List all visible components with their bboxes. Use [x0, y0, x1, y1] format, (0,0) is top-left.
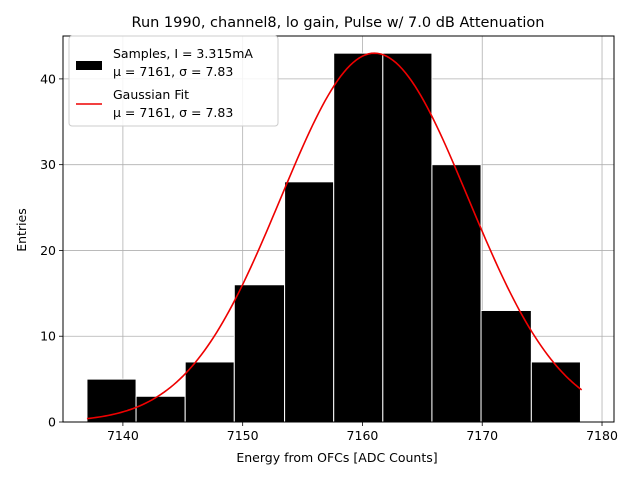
fit-curve-layer	[86, 52, 583, 420]
x-axis-ticks: 7140 7150 7160 7170 7180	[107, 422, 618, 443]
gaussian-fit-line	[86, 52, 583, 420]
histogram-bar	[184, 361, 235, 423]
histogram-bar	[382, 52, 433, 423]
histogram-bar	[431, 164, 482, 423]
y-tick-label: 10	[40, 329, 56, 344]
y-tick-label: 30	[40, 157, 56, 172]
x-tick-label: 7140	[107, 428, 139, 443]
legend-histogram-swatch	[76, 61, 102, 70]
legend-samples-stats: μ = 7161, σ = 7.83	[113, 64, 233, 79]
histogram-bar	[333, 52, 384, 423]
histogram-bars	[86, 52, 581, 423]
histogram-bar	[530, 361, 581, 423]
y-axis-ticks: 0 10 20 30 40	[40, 71, 63, 430]
legend-samples-label: Samples, I = 3.315mA	[113, 46, 253, 61]
plot-area-frame	[62, 35, 615, 423]
y-axis-label: Entries	[14, 208, 29, 252]
y-tick-label: 40	[40, 71, 56, 86]
histogram-bar	[233, 284, 286, 423]
legend-fit-label: Gaussian Fit	[113, 87, 189, 102]
legend-fit-stats: μ = 7161, σ = 7.83	[113, 105, 233, 120]
y-tick-label: 0	[48, 415, 56, 430]
legend: Samples, I = 3.315mA μ = 7161, σ = 7.83 …	[68, 35, 279, 127]
chart-title: Run 1990, channel8, lo gain, Pulse w/ 7.…	[132, 15, 545, 31]
x-tick-label: 7160	[347, 428, 379, 443]
histogram-bar	[86, 378, 137, 423]
x-axis-label: Energy from OFCs [ADC Counts]	[236, 450, 437, 465]
y-tick-label: 20	[40, 243, 56, 258]
x-tick-label: 7150	[227, 428, 259, 443]
histogram-bar	[135, 395, 186, 423]
x-tick-label: 7180	[586, 428, 618, 443]
histogram-bar	[480, 309, 532, 423]
x-tick-label: 7170	[466, 428, 498, 443]
histogram-bar	[284, 181, 335, 423]
legend-box	[68, 35, 279, 127]
